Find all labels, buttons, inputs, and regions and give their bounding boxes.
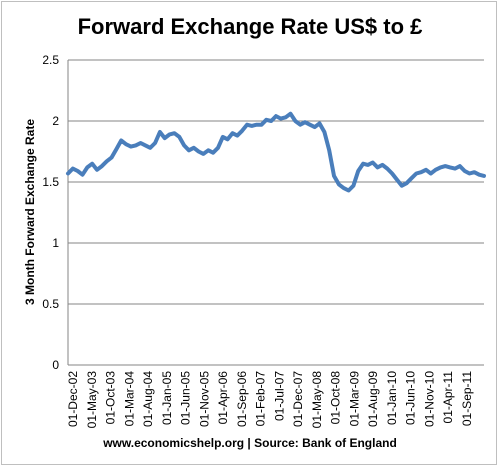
x-tick-label: 01-Jun-05 <box>179 371 193 425</box>
x-tick-label: 01-Jan-10 <box>385 371 399 425</box>
x-tick-label: 01-May-03 <box>85 371 99 429</box>
x-tick-label: 01-Dec-07 <box>291 371 305 427</box>
x-tick-label: 01-Oct-03 <box>104 371 118 425</box>
x-tick-label: 01-May-08 <box>310 371 324 429</box>
x-tick-label: 01-Oct-08 <box>329 371 343 425</box>
x-tick-label: 01-Jul-07 <box>272 371 286 421</box>
y-tick-label: 2.5 <box>42 53 59 67</box>
x-tick-label: 01-Aug-09 <box>366 371 380 427</box>
y-tick-labels: 0 0.5 1 1.5 2 2.5 <box>42 53 59 372</box>
x-tick-label: 01-Mar-04 <box>122 371 136 427</box>
x-tick-label: 01-Aug-04 <box>141 371 155 427</box>
x-tick-labels: 01-Dec-02 01-May-03 01-Oct-03 01-Mar-04 01-A… <box>66 371 474 429</box>
chart-source-footer: www.economicshelp.org | Source: Bank of … <box>103 436 397 450</box>
exchange-rate-line <box>66 111 486 193</box>
x-tick-label: 01-Apr-11 <box>441 371 455 424</box>
y-tick-label: 1 <box>52 236 59 250</box>
x-tick-label: 01-Nov-05 <box>197 371 211 427</box>
x-tick-label: 01-Jan-05 <box>160 371 174 425</box>
x-tick-label: 01-Sep-11 <box>460 371 474 426</box>
y-tick-label: 2 <box>52 114 59 128</box>
chart-title: Forward Exchange Rate US$ to £ <box>77 14 423 39</box>
x-tick-label: 01-Sep-06 <box>235 371 249 427</box>
x-tick-label: 01-Feb-07 <box>254 371 268 427</box>
x-tick-label: 01-Dec-02 <box>66 371 80 427</box>
y-tick-label: 1.5 <box>42 175 59 189</box>
x-tick-label: 01-Nov-10 <box>422 371 436 427</box>
x-tick-label: 01-Mar-09 <box>347 371 361 427</box>
x-tick-label: 01-Jun-10 <box>404 371 418 425</box>
x-tick-label: 01-Apr-06 <box>216 371 230 425</box>
y-tick-label: 0.5 <box>42 297 59 311</box>
y-tick-label: 0 <box>52 358 59 372</box>
series-line <box>66 111 486 193</box>
gridlines <box>68 59 484 305</box>
y-axis-label: 3 Month Forward Exchange Rate <box>23 119 37 305</box>
axes <box>67 60 484 366</box>
